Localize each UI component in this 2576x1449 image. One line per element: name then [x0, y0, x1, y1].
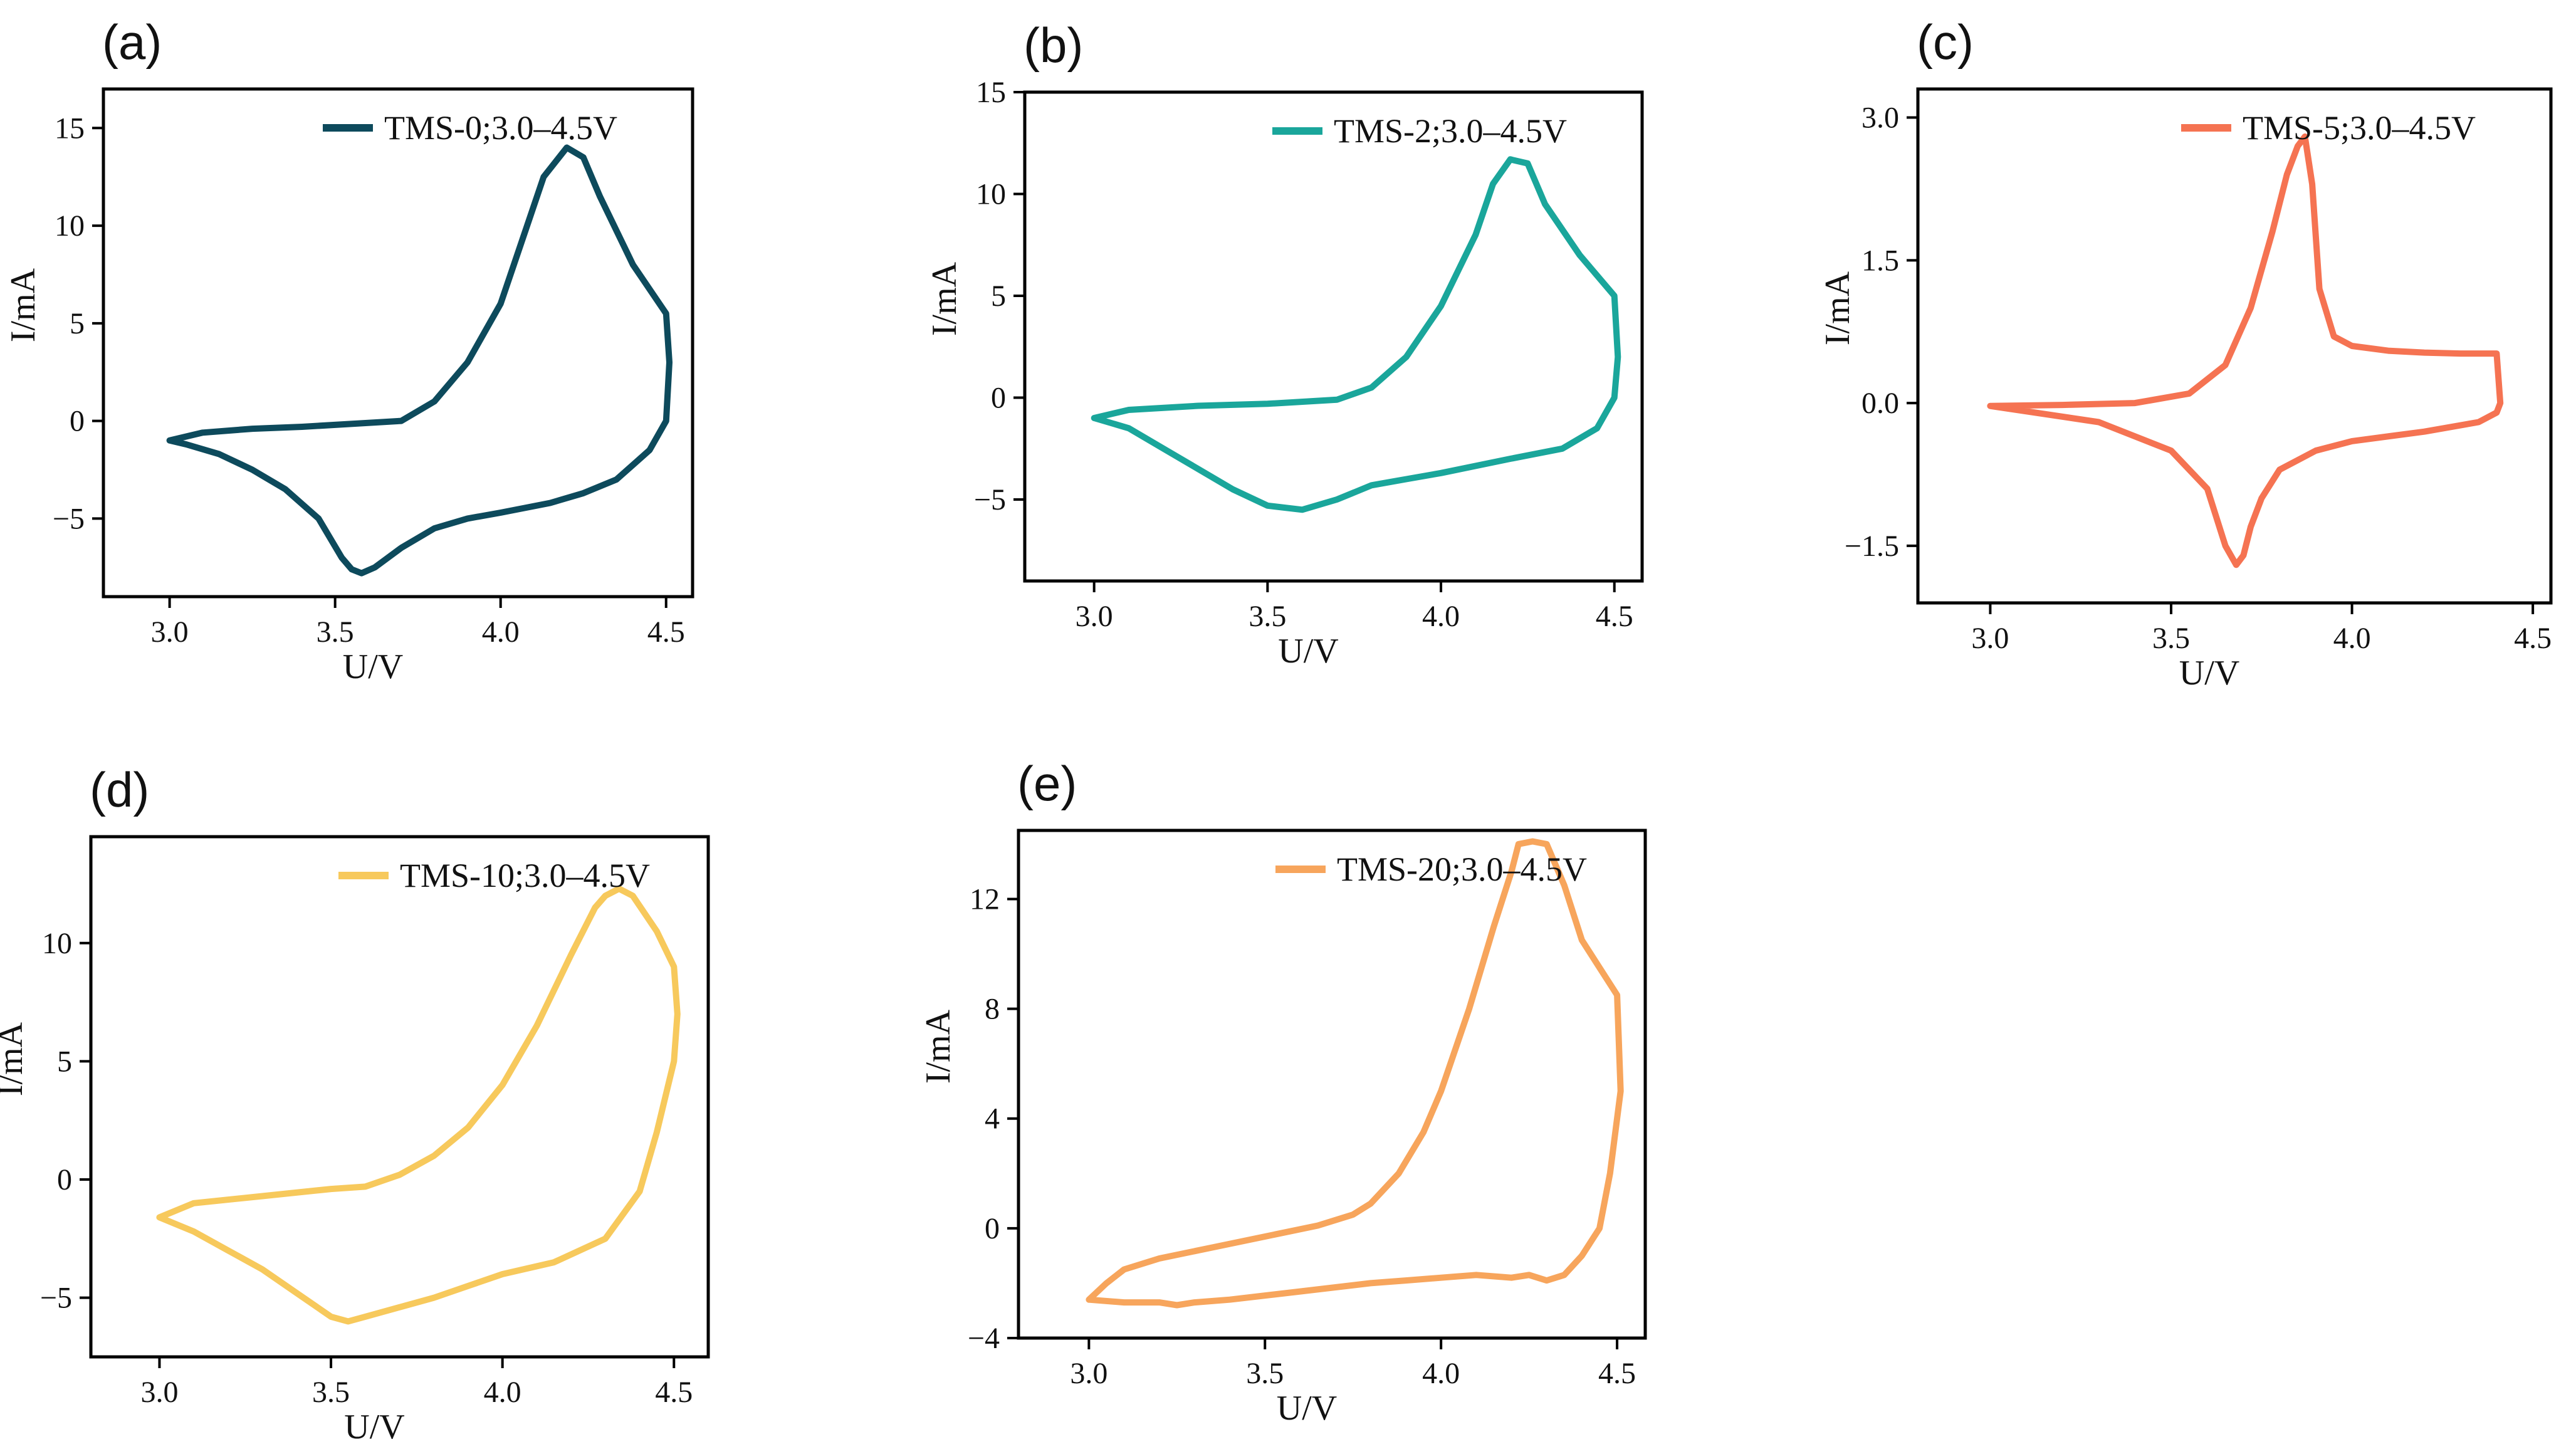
panel-label: (e) — [1017, 756, 1077, 811]
y-tick-label: 15 — [976, 76, 1006, 109]
y-axis-label: I/mA — [1818, 271, 1857, 345]
y-tick-label: −4 — [968, 1322, 1000, 1355]
chart-panel-5: (e) TMS-20;3.0–4.5V 3.0 3.5 4.0 4.5 −4 0 4 8 12 U/V… — [919, 756, 1647, 1428]
x-tick-label: 4.0 — [1422, 1357, 1460, 1390]
y-tick-label: 12 — [970, 882, 1000, 916]
x-tick-label: 4.0 — [484, 1376, 521, 1409]
chart-panel-4: (d) TMS-10;3.0–4.5V 3.0 3.5 4.0 4.5 −5 0 5 10 U/V I… — [0, 762, 710, 1446]
x-tick-label: 3.0 — [140, 1376, 178, 1409]
legend-label: TMS-10;3.0–4.5V — [400, 857, 650, 894]
series-line — [166, 144, 673, 577]
y-tick-label: −5 — [40, 1282, 72, 1315]
x-tick-label: 3.5 — [1246, 1357, 1284, 1390]
series-line — [156, 886, 681, 1325]
chart-panel-2: (b) TMS-2;3.0–4.5V 3.0 3.5 4.0 4.5 −5 0 5 10 15 U/V… — [925, 18, 1644, 671]
y-tick-label: 0.0 — [1861, 387, 1899, 420]
y-tick-label: 0 — [991, 382, 1006, 415]
y-tick-label: 15 — [55, 112, 85, 145]
y-tick-label: 10 — [976, 178, 1006, 211]
x-tick-label: 4.5 — [1598, 1357, 1636, 1390]
series-line — [1086, 838, 1624, 1309]
y-axis-label: I/mA — [919, 1009, 958, 1084]
y-tick-label: −5 — [53, 502, 85, 535]
legend-label: TMS-20;3.0–4.5V — [1337, 850, 1587, 888]
x-tick-label: 3.0 — [1070, 1357, 1107, 1390]
y-tick-label: 10 — [42, 927, 72, 960]
y-tick-label: 8 — [985, 993, 1000, 1026]
legend-label: TMS-5;3.0–4.5V — [2243, 109, 2476, 147]
x-tick-label: 4.0 — [2333, 622, 2371, 655]
y-tick-label: 0 — [985, 1212, 1000, 1245]
x-axis-label: U/V — [1278, 632, 1338, 671]
chart-panel-1: (a) TMS-0;3.0–4.5V 3.0 3.5 4.0 4.5 −5 0 5 10 15 U/V… — [4, 14, 694, 686]
series-line — [1091, 156, 1621, 513]
y-tick-label: 0 — [70, 405, 85, 438]
y-tick-label: 3.0 — [1861, 102, 1899, 135]
x-tick-label: 3.5 — [312, 1376, 350, 1409]
y-tick-label: 5 — [991, 280, 1006, 313]
chart-panel-3: (c) TMS-5;3.0–4.5V 3.0 3.5 4.0 4.5 −1.5 0.0 1.5 3… — [1818, 14, 2553, 693]
legend-label: TMS-0;3.0–4.5V — [384, 109, 617, 147]
x-tick-label: 3.5 — [2152, 622, 2190, 655]
x-tick-label: 4.0 — [482, 615, 520, 649]
x-axis-label: U/V — [343, 647, 403, 686]
x-tick-label: 4.5 — [1596, 600, 1633, 633]
y-tick-label: 10 — [55, 209, 85, 243]
x-tick-label: 4.0 — [1422, 600, 1460, 633]
x-tick-label: 3.5 — [317, 615, 354, 649]
y-axis-label: I/mA — [0, 1022, 30, 1096]
legend-label: TMS-2;3.0–4.5V — [1334, 112, 1567, 150]
panel-label: (b) — [1024, 18, 1083, 73]
y-tick-label: −1.5 — [1845, 530, 1899, 563]
plot-frame — [102, 87, 694, 599]
y-tick-label: 0 — [57, 1163, 72, 1196]
panel-label: (a) — [102, 14, 162, 70]
x-tick-label: 3.0 — [1076, 600, 1113, 633]
y-tick-label: 4 — [985, 1102, 1000, 1136]
panel-label: (d) — [90, 762, 149, 817]
x-tick-label: 4.5 — [647, 615, 685, 649]
x-tick-label: 3.0 — [151, 615, 189, 649]
y-tick-label: 1.5 — [1861, 244, 1899, 277]
plot-frame — [89, 835, 710, 1359]
x-tick-label: 3.5 — [1249, 600, 1286, 633]
panel-label: (c) — [1917, 14, 1974, 70]
plot-frame — [1017, 829, 1647, 1340]
series-line — [1987, 133, 2504, 568]
x-tick-label: 4.5 — [655, 1376, 693, 1409]
y-tick-label: 5 — [57, 1045, 72, 1078]
plot-frame — [1023, 90, 1644, 583]
x-tick-label: 3.0 — [1971, 622, 2009, 655]
x-axis-label: U/V — [1277, 1389, 1337, 1428]
x-tick-label: 4.5 — [2514, 622, 2552, 655]
y-axis-label: I/mA — [4, 268, 43, 342]
y-tick-label: −5 — [974, 483, 1006, 516]
x-axis-label: U/V — [2179, 654, 2239, 693]
y-axis-label: I/mA — [925, 261, 964, 336]
x-axis-label: U/V — [344, 1408, 404, 1446]
y-tick-label: 5 — [70, 307, 85, 340]
plot-frame — [1916, 87, 2553, 605]
